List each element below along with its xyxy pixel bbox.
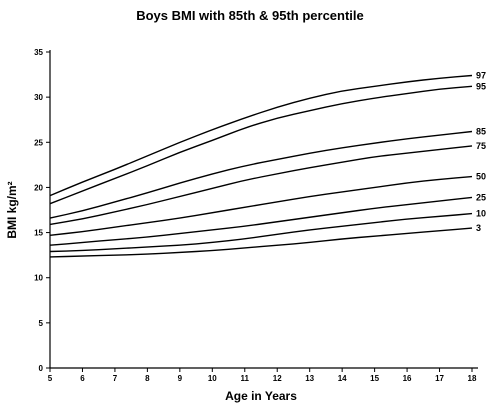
y-tick-label: 30 bbox=[34, 93, 43, 102]
series-label-10: 10 bbox=[476, 209, 486, 219]
series-line-10 bbox=[49, 212, 473, 253]
x-tick-label: 16 bbox=[403, 374, 412, 383]
series-label-50: 50 bbox=[476, 172, 486, 182]
series-line-95 bbox=[49, 85, 473, 205]
x-tick-label: 6 bbox=[80, 374, 85, 383]
x-tick-label: 14 bbox=[338, 374, 347, 383]
series-line-3 bbox=[49, 227, 473, 258]
x-tick-label: 5 bbox=[48, 374, 53, 383]
x-tick-label: 10 bbox=[208, 374, 217, 383]
y-tick-label: 10 bbox=[34, 274, 43, 283]
series-label-97: 97 bbox=[476, 70, 486, 80]
series-line-97 bbox=[49, 74, 473, 197]
series-line-85 bbox=[49, 130, 473, 219]
series-label-75: 75 bbox=[476, 141, 486, 151]
x-tick-label: 11 bbox=[241, 374, 250, 383]
x-axis-title: Age in Years bbox=[225, 389, 297, 403]
y-tick-label: 35 bbox=[34, 48, 43, 57]
x-tick-label: 8 bbox=[145, 374, 150, 383]
series-line-25 bbox=[49, 196, 473, 246]
series-line-50 bbox=[49, 175, 473, 236]
series-label-85: 85 bbox=[476, 126, 486, 136]
y-tick-label: 20 bbox=[34, 183, 43, 192]
series-lines bbox=[49, 74, 473, 258]
series-line-75 bbox=[49, 145, 473, 226]
x-tick-label: 17 bbox=[435, 374, 444, 383]
x-tick-label: 18 bbox=[468, 374, 477, 383]
chart-title: Boys BMI with 85th & 95th percentile bbox=[136, 8, 364, 23]
x-tick-label: 12 bbox=[273, 374, 282, 383]
y-tick-label: 25 bbox=[34, 138, 43, 147]
x-tick-label: 13 bbox=[305, 374, 314, 383]
x-tick-label: 7 bbox=[113, 374, 118, 383]
axes bbox=[46, 50, 478, 372]
y-axis-title: BMI kg/m² bbox=[5, 181, 19, 238]
y-tick-label: 0 bbox=[39, 364, 44, 373]
series-label-25: 25 bbox=[476, 192, 486, 202]
y-tick-label: 15 bbox=[34, 229, 43, 238]
x-tick-label: 9 bbox=[178, 374, 183, 383]
series-label-3: 3 bbox=[476, 223, 481, 233]
y-tick-label: 5 bbox=[39, 319, 44, 328]
series-label-95: 95 bbox=[476, 81, 486, 91]
x-tick-label: 15 bbox=[370, 374, 379, 383]
